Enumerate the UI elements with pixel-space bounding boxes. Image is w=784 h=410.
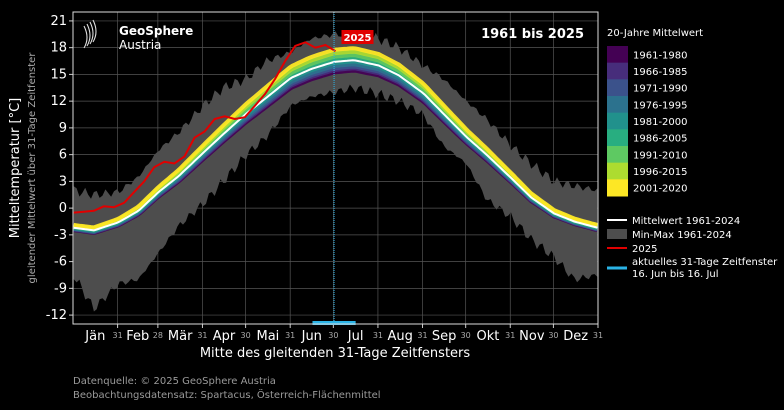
y-tick-label: -9 xyxy=(54,281,67,296)
legend-2025-label: 2025 xyxy=(632,244,657,255)
color-scale-label: 1961-1980 xyxy=(633,50,688,61)
y-axis-label: Mitteltemperatur [°C] xyxy=(8,98,23,239)
x-month-end-label: 31 xyxy=(112,331,122,340)
x-month-label: Nov xyxy=(519,329,545,344)
source-line-1: Datenquelle: © 2025 GeoSphere Austria xyxy=(73,376,276,387)
y-tick-label: -3 xyxy=(54,228,67,243)
source-line-2: Beobachtungsdatensatz: Spartacus, Österr… xyxy=(73,390,381,401)
y-tick-label: 12 xyxy=(50,94,67,109)
x-month-label: Mai xyxy=(256,329,279,344)
x-month-end-label: 28 xyxy=(153,331,163,340)
legend-minmax-marker xyxy=(607,229,627,239)
x-month-end-label: 30 xyxy=(461,331,471,340)
color-scale-swatch xyxy=(607,129,628,147)
x-month-end-label: 31 xyxy=(505,331,515,340)
legend-window-range: 16. Jun bis 16. Jul xyxy=(632,269,719,280)
x-month-end-label: 30 xyxy=(241,331,251,340)
x-month-end-label: 31 xyxy=(285,331,295,340)
x-month-label: Jun xyxy=(301,329,322,344)
x-month-label: Okt xyxy=(477,329,500,344)
x-month-end-label: 30 xyxy=(328,331,338,340)
mean-line xyxy=(73,59,598,232)
y-tick-label: 9 xyxy=(59,121,67,136)
series-2025-label-box xyxy=(341,30,374,44)
color-scale-label: 1986-2005 xyxy=(633,134,688,145)
x-axis-label: Mitte des gleitenden 31-Tage Zeitfenster… xyxy=(200,346,471,361)
chart-title: 1961 bis 2025 xyxy=(481,27,584,42)
x-month-end-label: 30 xyxy=(548,331,558,340)
logo-wave-icon xyxy=(86,23,91,47)
x-month-label: Dez xyxy=(563,329,588,344)
y-tick-label: 15 xyxy=(50,67,67,82)
legend-minmax-label: Min-Max 1961-2024 xyxy=(632,230,732,241)
x-month-label: Mär xyxy=(168,329,193,344)
color-scale-swatch xyxy=(607,62,628,80)
legend-window-label: aktuelles 31-Tage Zeitfenster xyxy=(632,257,778,268)
series-2025-line xyxy=(73,41,337,214)
color-scale-label: 1966-1985 xyxy=(633,67,688,78)
y-tick-label: 3 xyxy=(59,174,67,189)
series-2025-label: 2025 xyxy=(344,33,372,44)
plot-border xyxy=(72,11,599,325)
logo-wave-icon xyxy=(92,19,97,43)
x-month-label: Aug xyxy=(388,329,413,344)
color-scale-swatch xyxy=(607,179,628,197)
current-window-bar xyxy=(312,321,356,325)
color-scale-swatch xyxy=(607,46,628,64)
x-month-end-label: 31 xyxy=(417,331,427,340)
period-line-2001-2020 xyxy=(73,46,598,230)
color-scale-swatch xyxy=(607,79,628,97)
x-month-end-label: 31 xyxy=(197,331,207,340)
color-scale-label: 2001-2020 xyxy=(633,184,688,195)
logo-wave-icon xyxy=(83,25,88,49)
color-scale-swatch xyxy=(607,162,628,180)
y-tick-label: -6 xyxy=(54,255,67,270)
color-scale-label: 1976-1995 xyxy=(633,100,688,111)
y-tick-label: 0 xyxy=(59,201,67,216)
y-tick-label: -12 xyxy=(46,308,67,323)
color-scale-label: 1991-2010 xyxy=(633,150,688,161)
color-scale-swatch xyxy=(607,146,628,164)
logo-wave-icon xyxy=(89,21,94,45)
x-month-label: Feb xyxy=(126,329,149,344)
x-month-label: Jul xyxy=(347,329,364,344)
color-scale-label: 1971-1990 xyxy=(633,84,688,95)
x-month-label: Jän xyxy=(84,329,105,344)
x-month-label: Sep xyxy=(432,329,457,344)
y-axis-sublabel: gleitender Mittelwert über 31-Tage Zeitf… xyxy=(27,52,38,284)
y-tick-label: 6 xyxy=(59,148,67,163)
color-scale-swatch xyxy=(607,112,628,130)
color-scale-label: 1996-2015 xyxy=(633,167,688,178)
x-month-label: Apr xyxy=(213,329,236,344)
logo-sub: Austria xyxy=(119,38,161,52)
y-tick-label: 18 xyxy=(50,41,67,56)
x-month-end-label: 31 xyxy=(373,331,383,340)
color-scale-title: 20-Jahre Mittelwert xyxy=(607,28,703,39)
x-month-end-label: 31 xyxy=(593,331,603,340)
logo-name: GeoSphere xyxy=(119,24,193,38)
legend-mean-label: Mittelwert 1961-2024 xyxy=(632,216,740,227)
y-tick-label: 21 xyxy=(50,14,67,29)
color-scale-swatch xyxy=(607,96,628,114)
color-scale-label: 1981-2000 xyxy=(633,117,688,128)
